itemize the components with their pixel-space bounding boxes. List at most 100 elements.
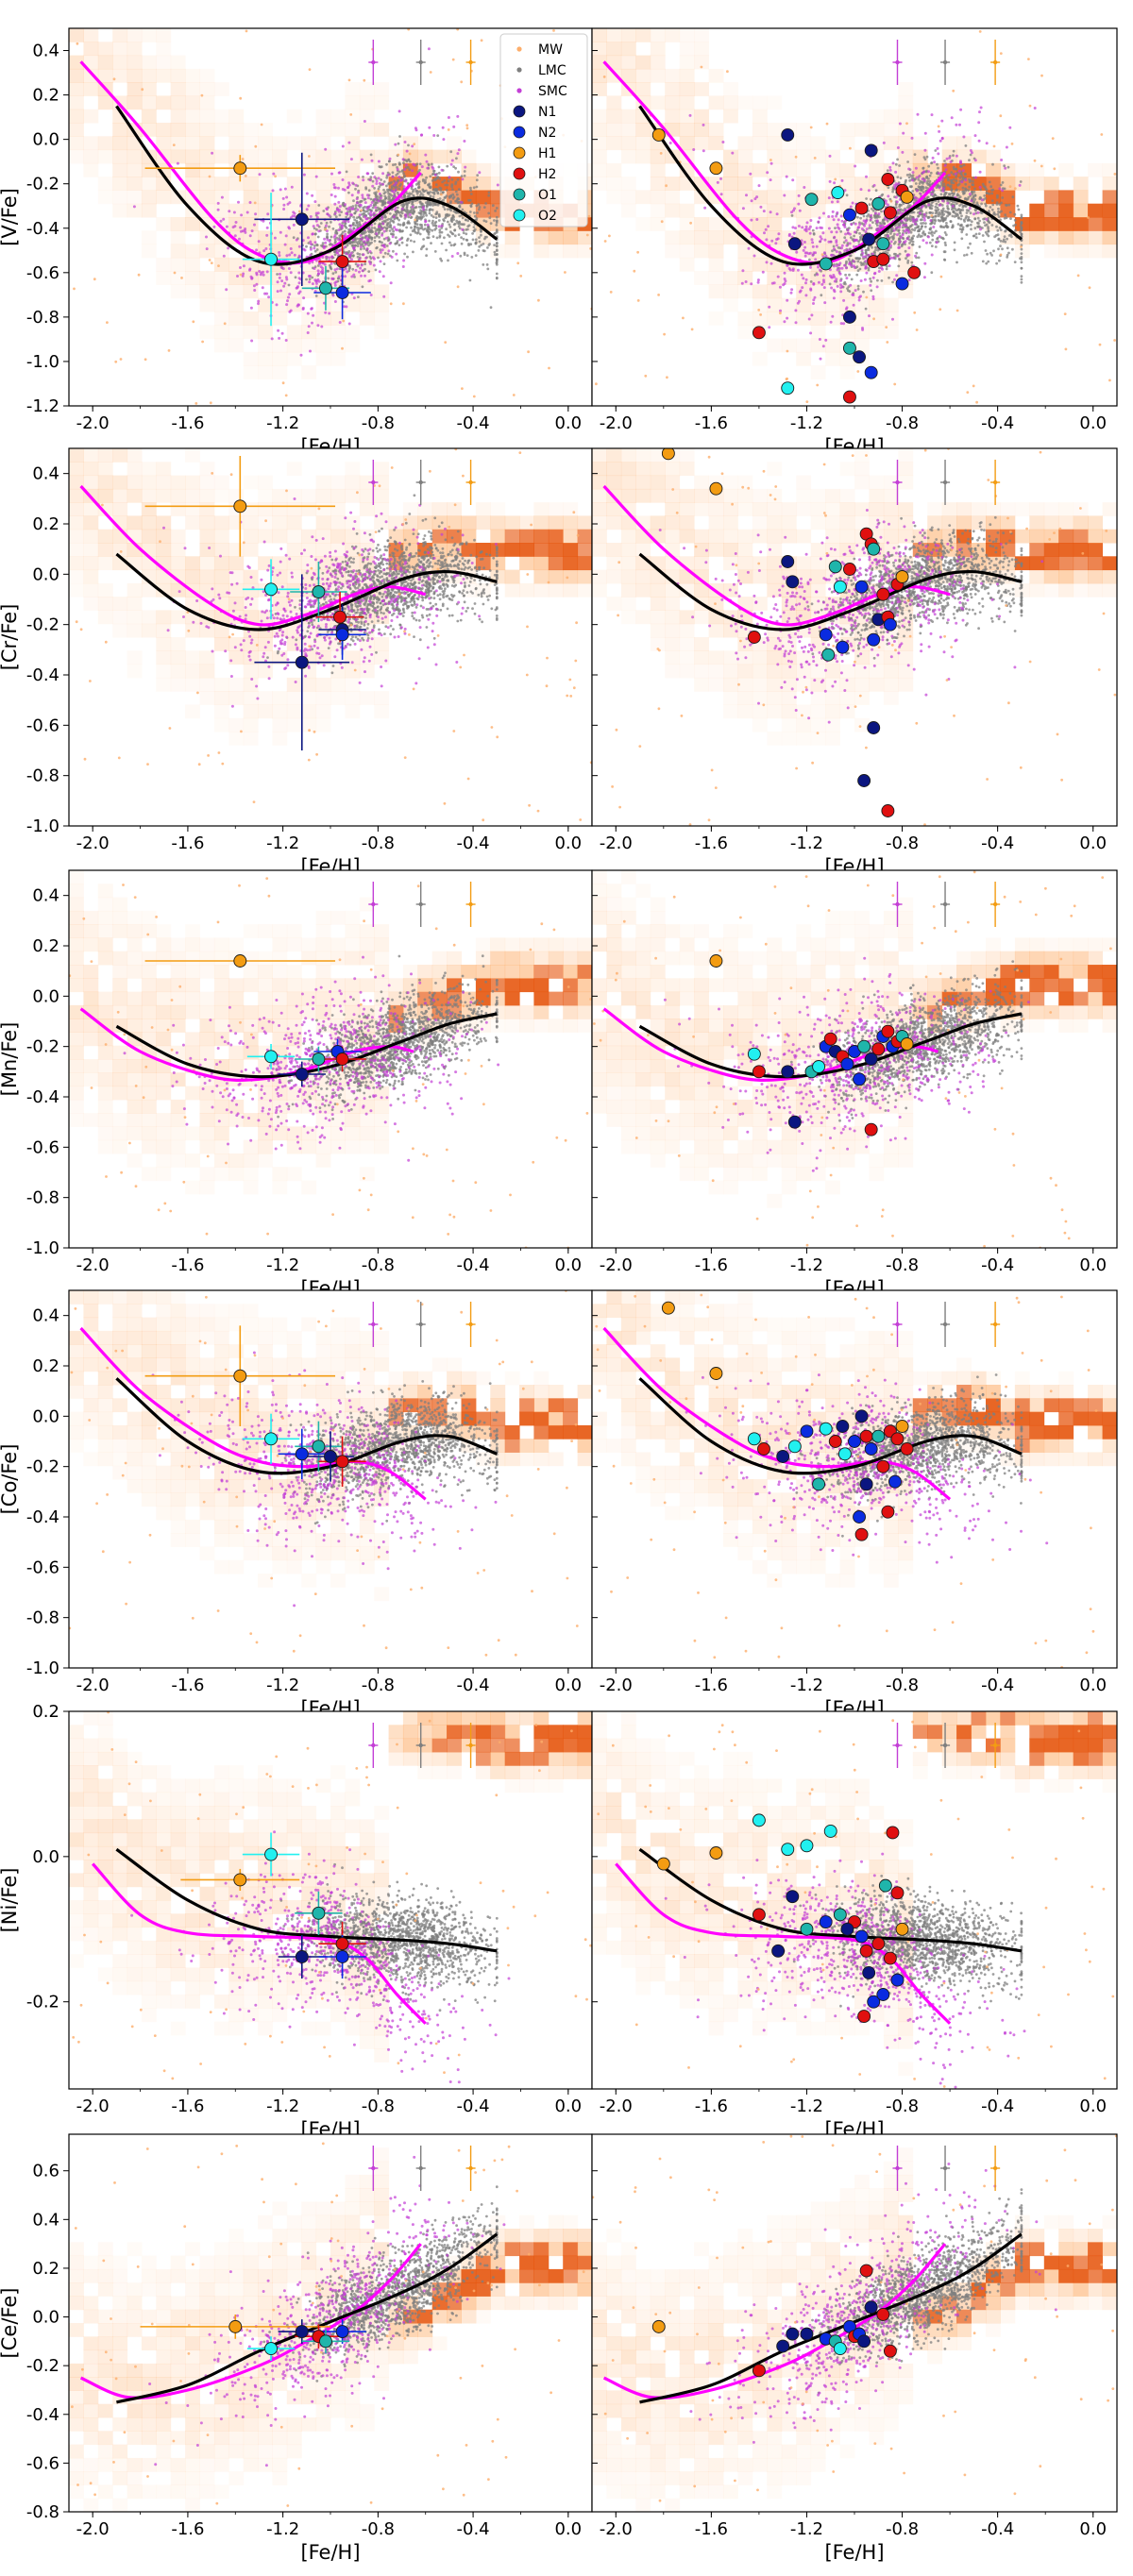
smc-star xyxy=(347,141,351,144)
lmc-star xyxy=(867,213,871,216)
lmc-star xyxy=(905,174,909,177)
lmc-star xyxy=(362,209,365,212)
mw-density-cell xyxy=(592,162,607,177)
smc-star xyxy=(893,186,897,190)
smc-star xyxy=(794,309,798,312)
smc-star xyxy=(252,284,256,288)
mw-density-cell xyxy=(286,338,302,353)
smc-star xyxy=(668,142,672,144)
smc-star xyxy=(316,269,320,273)
lmc-star xyxy=(891,188,895,192)
lmc-star xyxy=(993,212,997,216)
mw-density-cell xyxy=(243,351,259,366)
lmc-star xyxy=(974,232,978,236)
lmc-star xyxy=(475,241,478,244)
mw-density-cell xyxy=(156,257,172,272)
smc-star xyxy=(845,244,849,247)
smc-star xyxy=(852,260,855,263)
smc-star xyxy=(721,141,725,143)
lmc-star xyxy=(380,194,383,197)
smc-star xyxy=(334,280,338,284)
smc-star xyxy=(864,230,868,233)
smc-star xyxy=(804,278,808,281)
lmc-star xyxy=(960,214,963,218)
smc-star xyxy=(313,267,316,270)
smc-star xyxy=(829,240,833,244)
lmc-star xyxy=(417,185,421,189)
lmc-star xyxy=(443,236,446,240)
lmc-star xyxy=(321,242,325,245)
smc-star xyxy=(804,229,808,233)
lmc-star xyxy=(355,241,359,244)
mw-density-cell xyxy=(1000,203,1016,218)
lmc-star xyxy=(478,208,481,211)
lmc-star xyxy=(1014,228,1017,232)
mw-density-cell xyxy=(228,271,245,285)
smc-star xyxy=(358,213,362,217)
lmc-star xyxy=(415,231,419,235)
lmc-star xyxy=(999,183,1003,187)
lmc-star xyxy=(461,216,465,220)
mw-star xyxy=(512,394,516,396)
lmc-star xyxy=(911,190,915,193)
smc-star xyxy=(865,271,869,275)
smc-star xyxy=(276,290,279,294)
mw-density-cell xyxy=(315,162,331,177)
smc-star xyxy=(856,226,860,229)
smc-star xyxy=(343,245,347,249)
smc-star xyxy=(305,208,309,211)
mw-density-cell xyxy=(956,149,972,164)
mw-density-cell xyxy=(694,42,709,57)
smc-star xyxy=(925,241,928,244)
mw-density-cell xyxy=(810,311,826,326)
lmc-star xyxy=(374,268,378,272)
lmc-star xyxy=(386,252,390,256)
lmc-star xyxy=(422,190,426,194)
smc-star xyxy=(367,205,370,209)
lmc-star xyxy=(940,183,943,187)
mw-density-cell xyxy=(767,95,783,110)
lmc-star xyxy=(949,185,953,189)
smc-star xyxy=(309,275,312,278)
lmc-star xyxy=(422,238,425,241)
lmc-star xyxy=(856,287,860,291)
smc-star xyxy=(278,276,281,279)
lmc-star xyxy=(907,217,911,221)
lmc-star xyxy=(370,241,373,244)
mw-density-cell xyxy=(97,42,113,57)
mw-density-cell xyxy=(199,123,215,137)
mw-density-cell xyxy=(258,365,273,379)
lmc-star xyxy=(465,232,468,236)
lmc-star xyxy=(402,204,406,207)
mw-density-cell xyxy=(156,162,172,177)
smc-star xyxy=(1001,189,1005,193)
lmc-star xyxy=(975,201,979,205)
mw-density-cell xyxy=(737,190,753,205)
lmc-star xyxy=(474,238,478,242)
lmc-star xyxy=(346,244,349,247)
lmc-star xyxy=(364,205,366,209)
lmc-star xyxy=(429,194,432,198)
smc-star xyxy=(257,299,261,303)
lmc-star xyxy=(398,223,402,227)
lmc-star xyxy=(482,263,485,266)
mw-star xyxy=(260,123,263,126)
smc-star xyxy=(428,126,431,129)
lmc-star xyxy=(845,194,849,197)
mw-density-cell xyxy=(374,297,390,312)
mw-density-cell xyxy=(112,42,128,57)
smc-star xyxy=(318,258,322,261)
mw-density-cell xyxy=(141,177,157,191)
smc-star xyxy=(922,178,926,182)
smc-star xyxy=(394,188,397,192)
smc-star xyxy=(404,213,407,216)
smc-star xyxy=(296,303,300,307)
smc-star xyxy=(333,283,337,287)
lmc-star xyxy=(409,239,413,243)
smc-star xyxy=(958,123,961,126)
lmc-star xyxy=(978,195,982,199)
lmc-star xyxy=(952,173,955,177)
mw-density-cell xyxy=(592,109,607,124)
lmc-star xyxy=(387,192,390,195)
lmc-star xyxy=(487,191,491,194)
